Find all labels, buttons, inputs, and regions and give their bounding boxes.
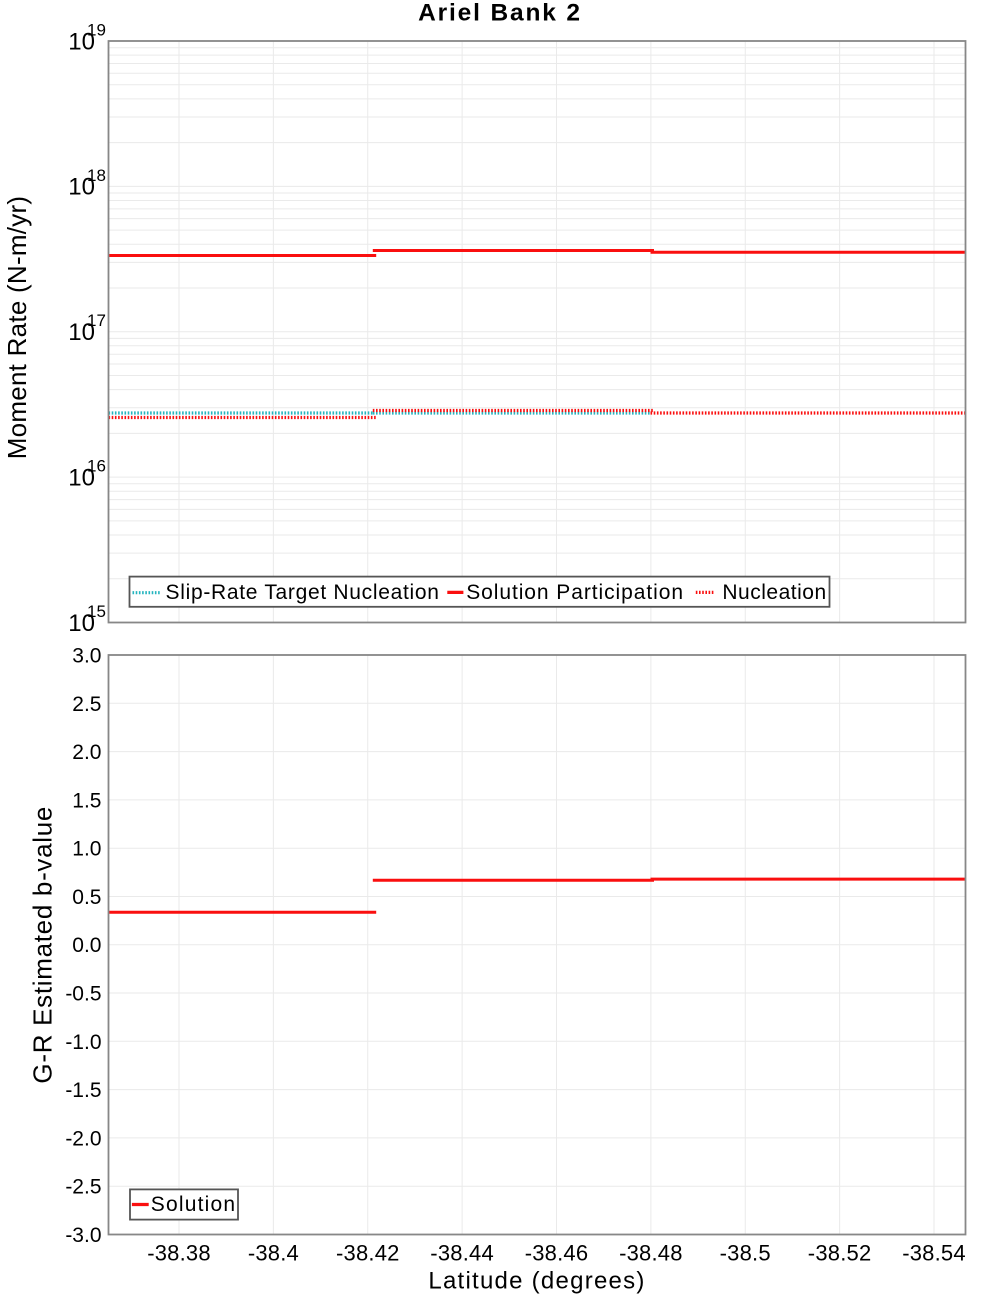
svg-text:G-R Estimated b-value: G-R Estimated b-value <box>28 806 58 1084</box>
svg-text:10: 10 <box>68 319 95 346</box>
svg-text:10: 10 <box>68 610 95 637</box>
svg-text:10: 10 <box>68 174 95 201</box>
svg-text:-38.54: -38.54 <box>902 1241 966 1266</box>
svg-text:-38.44: -38.44 <box>430 1241 494 1266</box>
svg-text:10: 10 <box>68 28 95 55</box>
svg-text:-2.5: -2.5 <box>65 1176 101 1199</box>
svg-text:-38.42: -38.42 <box>336 1241 400 1266</box>
svg-text:Moment Rate (N-m/yr): Moment Rate (N-m/yr) <box>2 196 32 460</box>
svg-text:1.0: 1.0 <box>72 838 101 861</box>
svg-text:-1.5: -1.5 <box>65 1079 101 1102</box>
svg-text:Solution: Solution <box>151 1193 237 1216</box>
svg-text:0.5: 0.5 <box>72 886 101 909</box>
svg-text:Nucleation: Nucleation <box>722 581 826 604</box>
svg-text:-0.5: -0.5 <box>65 983 101 1006</box>
svg-text:Latitude (degrees): Latitude (degrees) <box>428 1268 645 1295</box>
svg-text:1.5: 1.5 <box>72 789 101 812</box>
svg-text:-1.0: -1.0 <box>65 1031 101 1054</box>
svg-text:-38.5: -38.5 <box>720 1241 771 1266</box>
svg-text:0.0: 0.0 <box>72 934 101 957</box>
svg-text:15: 15 <box>87 602 106 621</box>
svg-text:-3.0: -3.0 <box>65 1224 101 1247</box>
svg-text:16: 16 <box>87 457 106 476</box>
svg-text:Solution Participation: Solution Participation <box>466 581 684 604</box>
svg-text:Ariel Bank 2: Ariel Bank 2 <box>418 0 582 27</box>
svg-text:19: 19 <box>87 21 106 40</box>
svg-text:10: 10 <box>68 464 95 491</box>
svg-text:-38.38: -38.38 <box>147 1241 211 1266</box>
svg-text:Slip-Rate Target Nucleation: Slip-Rate Target Nucleation <box>166 581 440 604</box>
svg-text:2.0: 2.0 <box>72 741 101 764</box>
svg-text:17: 17 <box>87 311 106 330</box>
svg-text:-38.48: -38.48 <box>619 1241 683 1266</box>
svg-text:2.5: 2.5 <box>72 693 101 716</box>
svg-text:-38.4: -38.4 <box>248 1241 299 1266</box>
svg-text:18: 18 <box>87 166 106 185</box>
svg-text:3.0: 3.0 <box>72 645 101 668</box>
svg-text:-38.52: -38.52 <box>808 1241 872 1266</box>
svg-text:-38.46: -38.46 <box>525 1241 589 1266</box>
svg-text:-2.0: -2.0 <box>65 1127 101 1150</box>
